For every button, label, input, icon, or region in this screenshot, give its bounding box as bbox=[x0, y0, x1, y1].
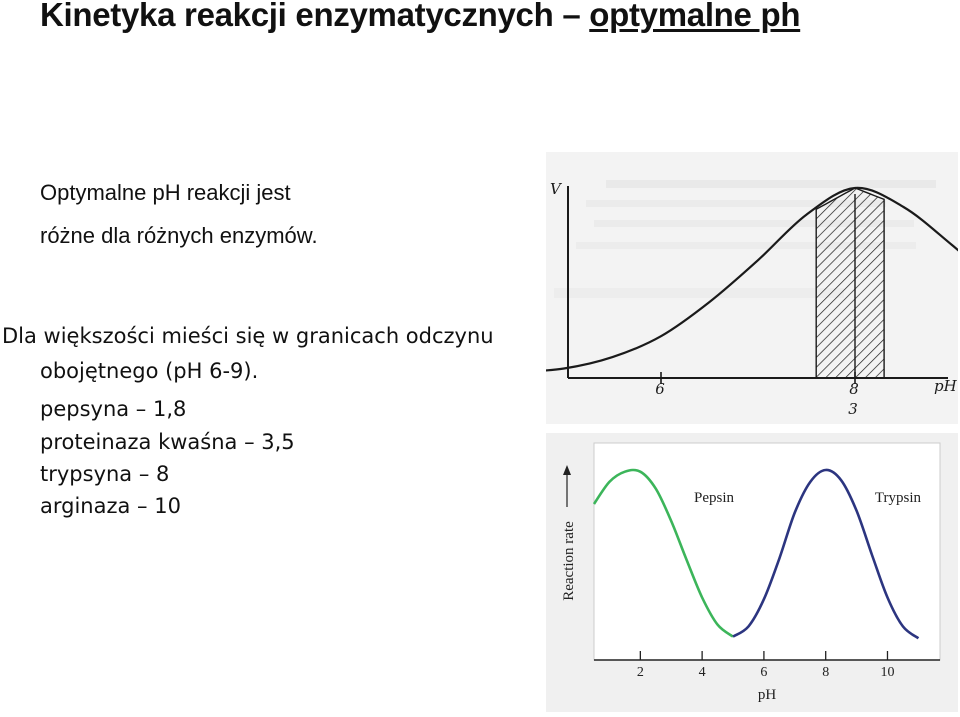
extra-label: 3 bbox=[848, 400, 858, 418]
example-acid-proteinase: proteinaza kwaśna – 3,5 bbox=[40, 430, 295, 454]
pepsin-curve bbox=[592, 468, 734, 638]
plot-area bbox=[593, 442, 941, 661]
x-axis-label: pH bbox=[934, 377, 958, 395]
title-underlined: optymalne ph bbox=[589, 0, 801, 33]
pepsin-trypsin-figure: 2 4 6 8 10 pH Reaction rate Pepsin Trypsin bbox=[546, 433, 958, 712]
example-arginase: arginaza – 10 bbox=[40, 494, 181, 518]
example-pepsin: pepsyna – 1,8 bbox=[40, 397, 187, 421]
majority-line-2: obojętnego (pH 6-9). bbox=[40, 359, 259, 383]
y-axis-arrowhead bbox=[563, 465, 571, 475]
x-ticks: 2 4 6 8 10 bbox=[637, 651, 894, 680]
y-axis-label: V bbox=[550, 180, 563, 198]
x-tick-label-8: 8 bbox=[822, 665, 829, 680]
x-tick-label-6: 6 bbox=[760, 665, 767, 680]
majority-line-1: Dla większości mieści się w granicach od… bbox=[2, 324, 494, 348]
slide-title: Kinetyka reakcji enzymatycznych – optyma… bbox=[40, 0, 800, 34]
trypsin-curve bbox=[732, 468, 920, 640]
y-axis-label: Reaction rate bbox=[561, 521, 577, 601]
pepsin-trypsin-chart: 2 4 6 8 10 pH Reaction rate Pepsin Trypsin bbox=[546, 433, 958, 712]
activity-curve bbox=[515, 186, 960, 374]
x-tick-label-6: 6 bbox=[655, 380, 665, 398]
pepsin-label: Pepsin bbox=[694, 490, 735, 506]
x-tick-label-2: 2 bbox=[637, 665, 644, 680]
optimum-band bbox=[815, 187, 885, 379]
scan-noise bbox=[554, 180, 936, 298]
intro-line-1: Optymalne pH reakcji jest bbox=[40, 180, 291, 205]
x-axis-label: pH bbox=[758, 687, 777, 703]
x-tick-label-4: 4 bbox=[699, 665, 706, 680]
intro-line-2: różne dla różnych enzymów. bbox=[40, 223, 318, 248]
title-main: Kinetyka reakcji enzymatycznych – bbox=[40, 0, 581, 33]
x-tick-label-8: 8 bbox=[849, 380, 859, 398]
example-trypsin: trypsyna – 8 bbox=[40, 462, 170, 486]
x-tick-label-10: 10 bbox=[880, 665, 894, 680]
trypsin-label: Trypsin bbox=[875, 490, 922, 506]
